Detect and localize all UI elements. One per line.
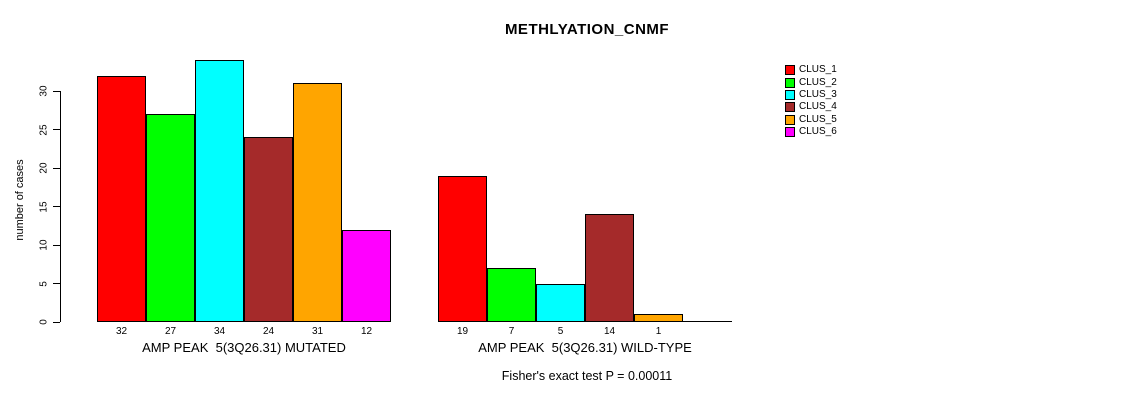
bar-clus_4-group1	[244, 137, 293, 322]
y-tick-mark	[53, 90, 60, 92]
legend-swatch	[785, 102, 795, 113]
legend-item-clus_5: CLUS_5	[785, 114, 837, 126]
bar-clus_3-group2	[536, 283, 585, 322]
bar-value-label: 7	[508, 326, 515, 337]
bar-value-label: 27	[164, 326, 177, 337]
bar-clus_3-group1	[195, 60, 244, 322]
legend-label: CLUS_5	[799, 113, 837, 125]
bar-clus_1-group1	[97, 75, 146, 322]
bar-clus_5-group1	[293, 83, 342, 322]
legend-swatch	[785, 77, 795, 88]
y-tick-mark	[53, 129, 60, 130]
bar-clus_2-group2	[487, 268, 536, 322]
y-tick-label: 30	[38, 85, 50, 97]
y-axis-title: number of cases	[14, 159, 26, 241]
fisher-test-footnote: Fisher's exact test P = 0.00011	[501, 369, 673, 383]
bar-value-label: 1	[655, 326, 662, 337]
legend-item-clus_2: CLUS_2	[785, 76, 837, 88]
y-tick-label: 25	[38, 123, 50, 136]
bar-value-label: 5	[557, 326, 564, 337]
bar-value-label: 14	[603, 326, 616, 337]
legend-item-clus_3: CLUS_3	[785, 89, 837, 101]
y-tick-mark	[53, 321, 60, 323]
group-label-mutated: AMP PEAK 5(3Q26.31) MUTATED	[142, 340, 346, 355]
y-tick-label: 20	[38, 162, 50, 174]
bar-clus_5-group2	[634, 314, 683, 322]
legend-label: CLUS_2	[799, 76, 837, 88]
legend-label: CLUS_4	[799, 101, 837, 113]
bar-value-label: 34	[213, 326, 226, 337]
legend-item-clus_1: CLUS_1	[785, 64, 837, 76]
y-tick-mark	[53, 244, 60, 246]
group-label-wild-type: AMP PEAK 5(3Q26.31) WILD-TYPE	[478, 340, 692, 355]
legend-swatch	[785, 114, 795, 125]
legend-swatch	[785, 65, 795, 76]
legend-item-clus_4: CLUS_4	[785, 101, 837, 113]
bar-value-label: 31	[311, 326, 324, 337]
legend-label: CLUS_1	[799, 64, 837, 76]
y-tick-label: 10	[38, 239, 50, 251]
legend-label: CLUS_6	[799, 126, 837, 138]
legend-item-clus_6: CLUS_6	[785, 126, 837, 138]
y-tick-mark	[53, 167, 60, 169]
bar-value-label: 19	[456, 326, 469, 337]
legend-label: CLUS_3	[799, 88, 837, 100]
legend: CLUS_1 CLUS_2 CLUS_3 CLUS_4 CLUS_5 CLUS_6	[785, 64, 837, 138]
y-tick-mark	[53, 283, 60, 284]
zero-height-bar	[683, 321, 732, 322]
y-tick-label: 15	[38, 200, 50, 213]
legend-swatch	[785, 127, 795, 138]
bar-clus_1-group2	[438, 175, 487, 322]
y-axis-line	[60, 91, 61, 322]
y-tick-mark	[53, 206, 60, 207]
chart-title: METHLYATION_CNMF	[504, 21, 670, 38]
bar-value-label: 24	[262, 326, 275, 337]
y-tick-label: 5	[38, 280, 50, 287]
bar-clus_4-group2	[585, 214, 634, 322]
bar-clus_2-group1	[146, 114, 195, 322]
bar-value-label: 32	[115, 326, 128, 337]
y-tick-label: 0	[38, 319, 50, 325]
legend-swatch	[785, 89, 795, 100]
bar-clus_6-group1	[342, 229, 391, 322]
bar-value-label: 12	[360, 326, 373, 337]
